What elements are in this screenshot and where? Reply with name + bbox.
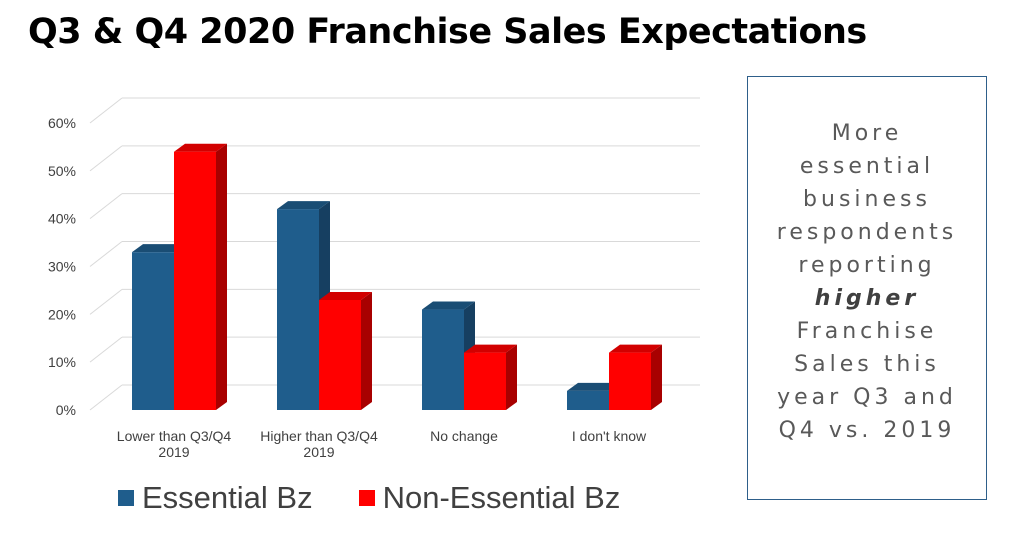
- gridline-side: [89, 288, 123, 315]
- bar-side-non-essential: [506, 344, 517, 410]
- callout-text-before: More essential business respondents repo…: [776, 121, 958, 278]
- x-tick-label: Lower than Q3/Q4 2019: [117, 428, 232, 460]
- bar-chart: 0%10%20%30%40%50%60%Lower than Q3/Q4 2019…: [48, 97, 700, 460]
- callout-text-after: Franchise Sales this year Q3 and Q4 vs. …: [777, 319, 957, 443]
- x-tick-label: Higher than Q3/Q4 2019: [260, 428, 378, 460]
- gridline-side: [89, 241, 123, 267]
- x-tick-label-line: I don't know: [572, 428, 647, 444]
- callout-text-emphasis: higher: [814, 286, 920, 311]
- legend-swatch-essential: [118, 490, 134, 506]
- bar-top-non-essential: [174, 143, 227, 152]
- gridline-side: [89, 193, 123, 220]
- bar-non-essential: [174, 151, 216, 410]
- y-tick-label: 20%: [48, 306, 76, 322]
- bar-top-essential: [567, 382, 620, 391]
- bar-top-essential: [277, 201, 330, 210]
- page-title: Q3 & Q4 2020 Franchise Sales Expectation…: [28, 12, 867, 52]
- bar-essential: [277, 209, 319, 410]
- legend-label-essential: Essential Bz: [142, 480, 313, 515]
- bar-non-essential: [609, 352, 651, 410]
- callout-text: More essential business respondents repo…: [762, 117, 972, 447]
- bar-non-essential: [319, 299, 361, 410]
- bar-non-essential: [464, 352, 506, 410]
- bar-top-non-essential: [319, 291, 372, 300]
- y-tick-label: 0%: [56, 402, 76, 418]
- legend-item-non-essential: Non-Essential Bz: [358, 480, 621, 516]
- bar-side-non-essential: [651, 344, 662, 410]
- x-tick-label-line: 2019: [303, 444, 334, 460]
- bar-top-non-essential: [609, 344, 662, 353]
- y-tick-label: 30%: [48, 259, 76, 275]
- bar-essential: [132, 252, 174, 410]
- y-tick-label: 40%: [48, 211, 76, 227]
- gridline-side: [89, 97, 123, 124]
- bar-side-non-essential: [216, 143, 227, 410]
- bar-essential: [567, 390, 609, 410]
- bar-side-non-essential: [361, 291, 372, 410]
- bar-top-non-essential: [464, 344, 517, 353]
- bar-top-essential: [422, 301, 475, 310]
- y-tick-label: 10%: [48, 354, 76, 370]
- legend-label-non-essential: Non-Essential Bz: [382, 480, 621, 515]
- legend-item-essential: Essential Bz: [118, 480, 313, 516]
- y-tick-label: 50%: [48, 163, 76, 179]
- x-tick-label-line: Higher than Q3/Q4: [260, 428, 378, 444]
- bar-top-essential: [132, 244, 185, 253]
- chart-legend: Essential Bz Non-Essential Bz: [118, 480, 666, 516]
- legend-swatch-non-essential: [358, 490, 375, 506]
- gridline-side: [89, 336, 123, 363]
- x-tick-label-line: No change: [430, 428, 498, 444]
- callout-box: More essential business respondents repo…: [747, 76, 987, 500]
- gridline-side: [89, 145, 123, 172]
- y-tick-label: 60%: [48, 115, 76, 131]
- gridline-side: [89, 384, 123, 411]
- bar-essential: [422, 309, 464, 410]
- x-tick-label: I don't know: [572, 428, 647, 444]
- x-tick-label-line: 2019: [158, 444, 189, 460]
- x-tick-label-line: Lower than Q3/Q4: [117, 428, 232, 444]
- x-tick-label: No change: [430, 428, 498, 444]
